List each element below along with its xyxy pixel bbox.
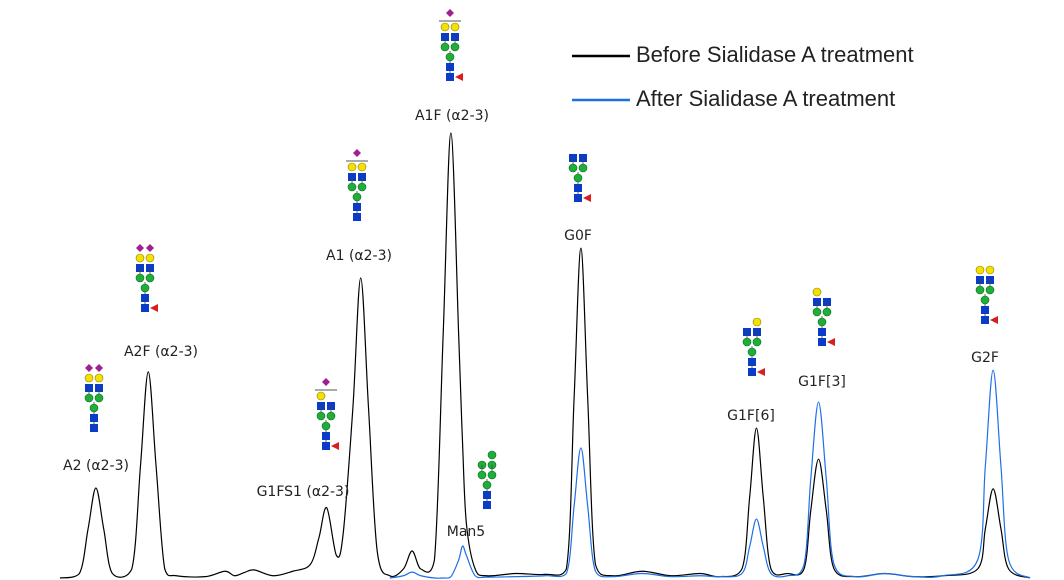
peak-label: A2 (α2-3) [63, 458, 129, 474]
galactose [753, 318, 761, 326]
glcnac [90, 424, 98, 432]
mannose [136, 274, 144, 282]
mannose [95, 394, 103, 402]
glcnac [748, 368, 756, 376]
glcnac [90, 414, 98, 422]
glcnac [574, 194, 582, 202]
galactose [85, 374, 93, 382]
mannose [141, 284, 149, 292]
glcnac [322, 442, 330, 450]
galactose [146, 254, 154, 262]
mannose [753, 338, 761, 346]
mannose [90, 404, 98, 412]
galactose [95, 374, 103, 382]
fucose [990, 316, 998, 324]
mannose [823, 308, 831, 316]
galactose [441, 23, 449, 31]
peak-label: A1 (α2-3) [326, 248, 392, 264]
mannose [986, 286, 994, 294]
sialic-acid [353, 149, 361, 157]
peak-label: G1F[3] [798, 374, 846, 390]
mannose [483, 481, 491, 489]
glcnac [818, 328, 826, 336]
glcnac [574, 184, 582, 192]
sialic-acid [446, 9, 454, 17]
mannose [976, 286, 984, 294]
mannose [743, 338, 751, 346]
mannose [348, 183, 356, 191]
mannose [569, 164, 577, 172]
mannose [353, 193, 361, 201]
glcnac [141, 294, 149, 302]
mannose [488, 451, 496, 459]
peak-label: G1FS1 (α2-3) [257, 484, 350, 500]
galactose [317, 392, 325, 400]
mannose [358, 183, 366, 191]
glcnac [483, 501, 491, 509]
galactose [813, 288, 821, 296]
peak-label: G1F[6] [727, 408, 775, 424]
glcnac [353, 213, 361, 221]
glcnac [981, 316, 989, 324]
series-line [60, 133, 1030, 578]
fucose [455, 73, 463, 81]
peak-label: G2F [971, 350, 999, 366]
glcnac [818, 338, 826, 346]
glycan-icons [85, 9, 998, 509]
sialic-acid [322, 378, 330, 386]
glcnac [353, 203, 361, 211]
mannose [327, 412, 335, 420]
sialic-acid [146, 244, 154, 252]
glcnac [981, 306, 989, 314]
fucose [331, 442, 339, 450]
mannose [451, 43, 459, 51]
fucose [150, 304, 158, 312]
glcnac [748, 358, 756, 366]
mannose [488, 471, 496, 479]
page: Before Sialidase A treatment After Sialid… [0, 0, 1064, 580]
galactose [986, 266, 994, 274]
legend-label: After Sialidase A treatment [636, 86, 895, 111]
sialic-acid [95, 364, 103, 372]
mannose [579, 164, 587, 172]
glcnac [322, 432, 330, 440]
mannose [813, 308, 821, 316]
galactose [451, 23, 459, 31]
chart: Before Sialidase A treatment After Sialid… [0, 0, 1064, 580]
mannose [818, 318, 826, 326]
sialic-acid [85, 364, 93, 372]
galactose [348, 163, 356, 171]
peak-label: Man5 [447, 524, 485, 540]
sialic-acid [136, 244, 144, 252]
mannose [478, 471, 486, 479]
fucose [827, 338, 835, 346]
fucose [757, 368, 765, 376]
glcnac [446, 63, 454, 71]
fucose [583, 194, 591, 202]
galactose [976, 266, 984, 274]
glcnac [483, 491, 491, 499]
mannose [748, 348, 756, 356]
mannose [85, 394, 93, 402]
galactose [136, 254, 144, 262]
mannose [146, 274, 154, 282]
galactose [358, 163, 366, 171]
mannose [574, 174, 582, 182]
mannose [322, 422, 330, 430]
mannose [981, 296, 989, 304]
mannose [317, 412, 325, 420]
glcnac [446, 73, 454, 81]
mannose [441, 43, 449, 51]
legend-label: Before Sialidase A treatment [636, 42, 914, 67]
mannose [446, 53, 454, 61]
peak-label: A2F (α2-3) [124, 344, 198, 360]
peak-label: G0F [564, 228, 592, 244]
peak-label: A1F (α2-3) [415, 108, 489, 124]
glcnac [141, 304, 149, 312]
